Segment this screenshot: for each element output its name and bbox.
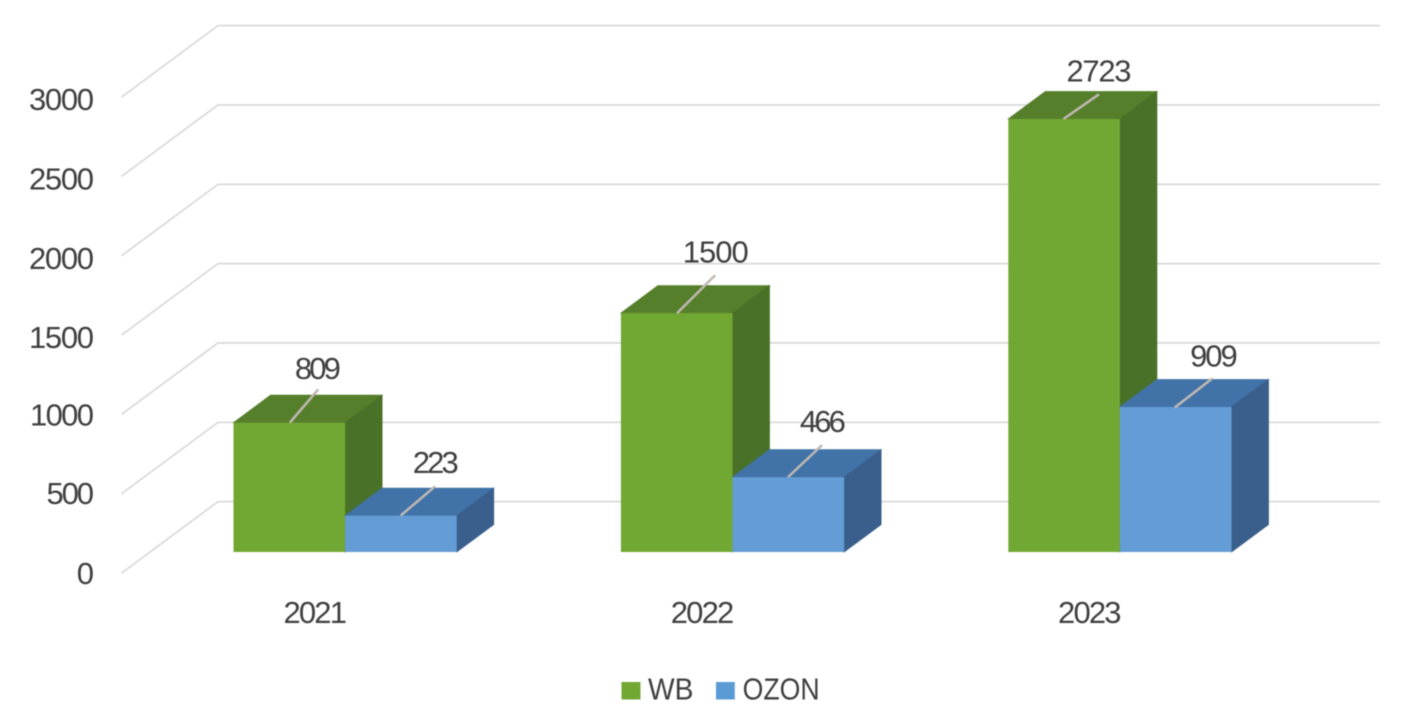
svg-text:2500: 2500 <box>29 162 94 197</box>
svg-text:1500: 1500 <box>683 234 749 269</box>
svg-text:OZON: OZON <box>743 672 820 707</box>
svg-text:1000: 1000 <box>30 398 94 433</box>
svg-text:466: 466 <box>800 404 846 439</box>
svg-text:2023: 2023 <box>1058 595 1122 630</box>
svg-text:WB: WB <box>648 672 694 707</box>
svg-text:2000: 2000 <box>29 241 94 276</box>
svg-text:223: 223 <box>413 445 459 480</box>
svg-text:500: 500 <box>47 476 95 511</box>
svg-text:1500: 1500 <box>29 320 94 355</box>
svg-text:909: 909 <box>1190 338 1238 373</box>
svg-text:3000: 3000 <box>29 82 94 117</box>
svg-text:2723: 2723 <box>1067 53 1132 88</box>
svg-text:2021: 2021 <box>283 595 347 630</box>
svg-text:809: 809 <box>295 351 341 386</box>
svg-text:0: 0 <box>77 556 94 591</box>
svg-text:2022: 2022 <box>671 595 735 630</box>
